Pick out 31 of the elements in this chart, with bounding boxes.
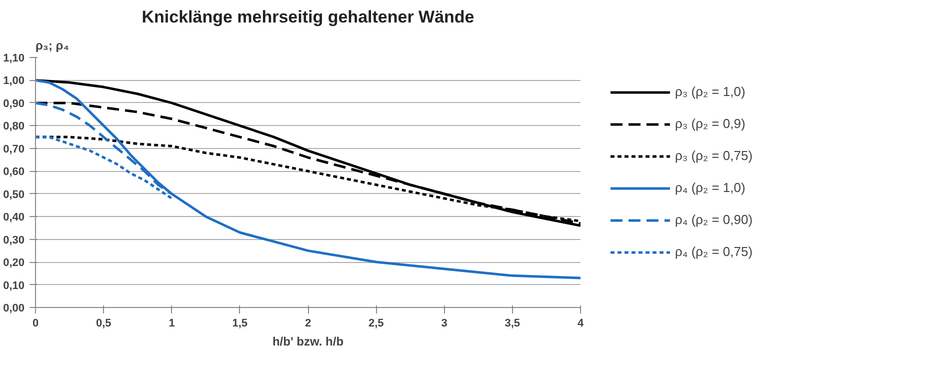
x-tick-label: 0,5 bbox=[96, 318, 112, 330]
y-tick-label: 0,70 bbox=[3, 143, 25, 156]
y-tick-label: 0,10 bbox=[3, 280, 25, 292]
legend-label: ρ₄ (ρ₂ = 0,90) bbox=[675, 212, 753, 227]
x-tick-label: 1 bbox=[168, 318, 175, 330]
legend-label: ρ₃ (ρ₂ = 0,75) bbox=[675, 148, 753, 163]
chart-title: Knicklänge mehrseitig gehaltener Wände bbox=[142, 8, 474, 26]
y-tick-label: 1,10 bbox=[3, 52, 25, 64]
y-tick-label: 0,50 bbox=[3, 188, 25, 201]
y-axis-title: ρ₃; ρ₄ bbox=[36, 38, 70, 52]
y-tick-label: 0,20 bbox=[3, 257, 25, 270]
x-tick-label: 2 bbox=[304, 318, 312, 330]
x-tick-label: 3 bbox=[441, 318, 448, 330]
y-tick-label: 1,00 bbox=[3, 75, 25, 88]
y-tick-label: 0,30 bbox=[3, 234, 25, 246]
x-tick-label: 2,5 bbox=[368, 318, 384, 330]
y-tick-label: 0,40 bbox=[3, 212, 25, 224]
legend-label: ρ₃ (ρ₂ = 1,0) bbox=[675, 84, 746, 99]
y-tick-label: 0,60 bbox=[3, 166, 25, 178]
line-series bbox=[36, 78, 580, 280]
y-tick-label: 0,90 bbox=[3, 98, 25, 110]
legend-label: ρ₃ (ρ₂ = 0,9) bbox=[675, 116, 746, 131]
legend-label: ρ₄ (ρ₂ = 1,0) bbox=[675, 180, 746, 195]
x-tick-label: 3,5 bbox=[504, 318, 520, 330]
x-tick-label: 1,5 bbox=[232, 318, 248, 330]
y-tick-label: 0,80 bbox=[3, 120, 25, 133]
x-tick-label: 4 bbox=[577, 318, 584, 330]
legend-label: ρ₄ (ρ₂ = 0,75) bbox=[675, 244, 753, 259]
x-tick-label: 0 bbox=[32, 318, 39, 330]
y-tick-label: 0,00 bbox=[3, 302, 25, 314]
x-axis-title: h/b' bzw. h/b bbox=[272, 334, 344, 348]
